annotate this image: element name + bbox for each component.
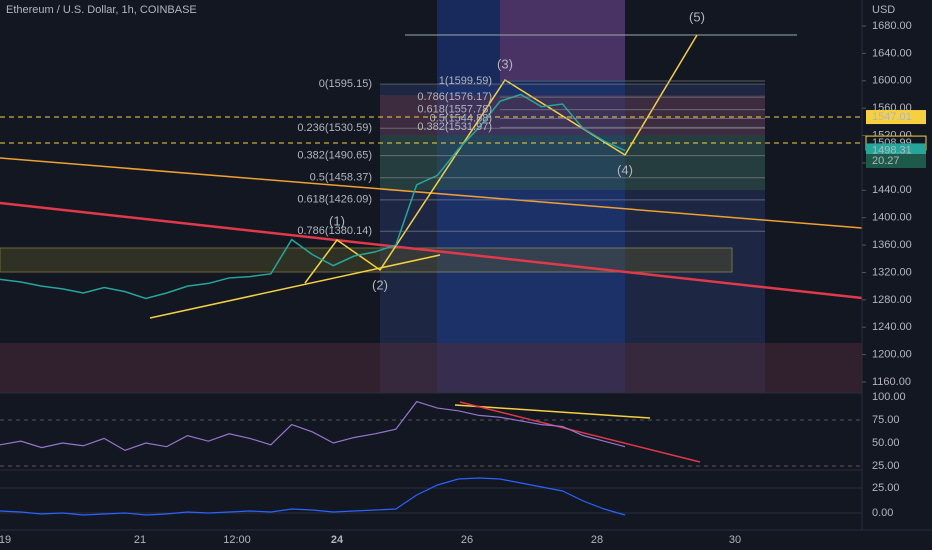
price-line [0,93,626,300]
fib-label: 0.5(1544.88) [430,112,492,124]
wave-label: (5) [689,9,705,24]
macd-line [0,477,626,516]
wave-label: (3) [497,56,513,71]
rsi-tick-label: 25.00 [872,460,900,472]
price-tag-label: 1547.01 [872,111,912,123]
time-label: 26 [461,534,473,546]
wave-label: (1) [329,213,345,228]
price-tick-label: 1680.00 [872,20,912,32]
price-tick-label: 1280.00 [872,294,912,306]
fib-label: 0.618(1557.78) [417,104,492,116]
time-label: 24 [331,534,344,546]
rsi-tick-label: 100.00 [872,391,906,403]
price-tick-label: 1360.00 [872,239,912,251]
rsi-trendline [459,401,701,463]
time-label: 19 [0,534,11,546]
price-tick-label: 1320.00 [872,266,912,278]
rsi-line [0,400,626,452]
price-tag [866,154,926,168]
trendline-red [0,201,863,300]
fib-label: 1(1599.59) [439,75,492,87]
fib-label: 0.236(1530.59) [297,122,372,134]
zone [500,0,625,80]
time-label: 12:00 [223,534,251,546]
elliott-wave [304,34,698,284]
time-label: 30 [729,534,741,546]
rsi-trendline [454,404,651,419]
price-tag [866,110,926,125]
price-tick-label: 1240.00 [872,321,912,333]
fib-label: 0.786(1576.17) [417,91,492,103]
time-label: 21 [134,534,146,546]
price-tick-label: 1640.00 [872,47,912,59]
fib-label: 0.382(1490.65) [297,150,372,162]
price-tick-label: 1160.00 [872,376,911,388]
fib-label: 0.786(1380.14) [297,225,372,237]
fib-label: 0.5(1458.37) [310,172,372,184]
price-tag [866,143,926,158]
rsi-tick-label: 50.00 [872,437,900,449]
price-tick-label: 1600.00 [872,75,912,87]
fib-band [380,135,765,190]
trendline-yellow [149,254,441,319]
chart-title: Ethereum / U.S. Dollar, 1h, COINBASE [6,4,197,16]
wave-label: (2) [372,277,388,292]
macd-tick-label: 25.00 [872,482,900,494]
fib-label: 0.382(1531.97) [417,121,492,133]
zone [0,343,862,393]
rsi-tick-label: 75.00 [872,414,900,426]
background-zones [0,0,862,393]
currency: USD [872,4,895,16]
price-tick-label: 1440.00 [872,184,912,196]
time-label: 28 [591,534,603,546]
macd-tick-label: 0.00 [872,507,893,519]
price-tag-label: 20.27 [872,155,900,167]
wave-label: (4) [617,162,633,177]
price-tick-label: 1400.00 [872,212,912,224]
price-tick-label: 1200.00 [872,349,912,361]
price-tag-label: 1498.31 [872,144,912,156]
fib-label: 0(1595.15) [319,78,372,90]
fib-label: 0.618(1426.09) [297,194,372,206]
